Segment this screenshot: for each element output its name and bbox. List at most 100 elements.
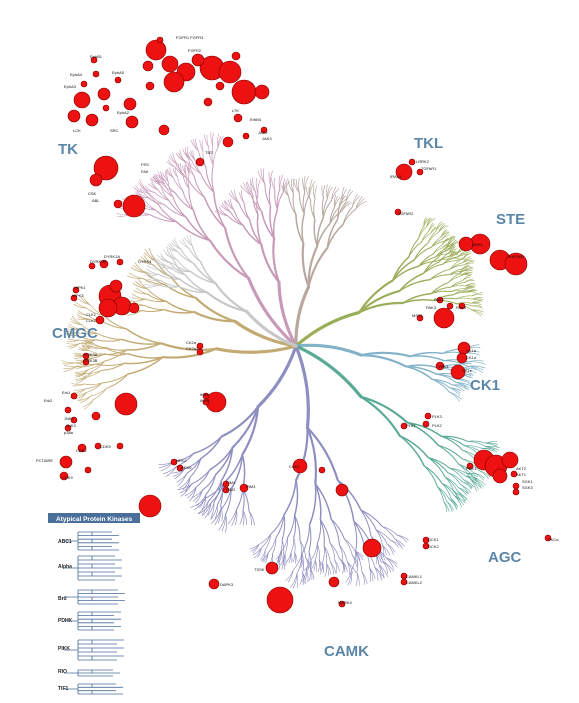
branch-camk	[353, 520, 358, 553]
branch-ste	[464, 262, 474, 266]
kinase-hit-marker	[512, 482, 520, 490]
branch-tk-2	[257, 179, 261, 195]
branch-camk	[300, 556, 302, 569]
kinase-label: PLK2	[432, 423, 443, 428]
branch-ck1	[456, 378, 472, 385]
kinase-hit-marker	[94, 442, 102, 450]
kinase-label: TIE2	[205, 150, 214, 155]
branch-tk-2	[218, 206, 229, 217]
branch-ste	[430, 240, 446, 248]
branch-ste	[398, 278, 431, 292]
branch-tkl	[351, 195, 360, 208]
branch-camk-2	[209, 446, 234, 471]
branch-cmgc	[90, 387, 108, 397]
kinase-hit-marker	[98, 298, 118, 318]
branch-tk	[211, 164, 215, 193]
kinase-hit-marker	[59, 471, 69, 481]
branch-camk	[290, 573, 298, 588]
kinase-label: SGK1	[522, 479, 533, 484]
branch-cmgc	[83, 382, 103, 385]
kinase-hit-marker	[114, 76, 122, 84]
kinase-hit-marker	[82, 358, 90, 366]
branch-ste	[423, 218, 430, 227]
kinase-label: DYRK4	[138, 259, 152, 264]
kinase-hit-marker	[145, 39, 167, 61]
group-label-agc: AGC	[488, 549, 522, 566]
kinase-hit-marker	[501, 451, 519, 469]
branch-tk	[179, 149, 185, 162]
branch-cmgc	[127, 353, 164, 359]
legend-dendrogram	[64, 555, 122, 581]
branch-cmgc	[104, 349, 128, 362]
kinase-label: NEK2	[176, 458, 187, 463]
branch-agc	[460, 484, 469, 494]
branch-cmgc	[88, 350, 106, 355]
branch-tk	[172, 177, 184, 191]
branch-other	[189, 234, 193, 247]
branch-cmgc	[68, 323, 80, 330]
kinase-label: VRK1	[438, 364, 449, 369]
branch-camk-2	[197, 500, 209, 514]
branch-tkl	[307, 246, 329, 288]
branch-tkl	[322, 199, 333, 219]
branch-tkl	[341, 202, 352, 212]
branch-camk	[305, 556, 309, 570]
branch-agc	[449, 467, 464, 481]
branch-tk	[140, 185, 151, 195]
branch-ste	[441, 234, 451, 240]
branch-cmgc	[95, 362, 125, 366]
branch-camk-2	[241, 453, 246, 490]
branch-camk	[345, 570, 352, 583]
branch-camk	[394, 538, 403, 549]
kinase-hit-marker	[328, 576, 340, 588]
kinase-hit-marker	[161, 55, 179, 73]
branch-tk	[186, 177, 205, 198]
kinase-hit-marker	[116, 258, 124, 266]
branch-tk	[195, 138, 199, 152]
kinase-label: HIPK1	[74, 285, 86, 290]
branch-cmgc	[92, 387, 108, 401]
branch-camk	[306, 426, 317, 485]
kinase-label: TGFbR2	[398, 211, 414, 216]
branch-cmgc-2	[137, 277, 148, 290]
kinase-hit-marker	[222, 486, 230, 494]
branch-camk	[360, 509, 383, 527]
branch-cmgc	[82, 370, 93, 378]
branch-camk-2	[239, 509, 244, 525]
kinase-label: CHK1	[289, 464, 300, 469]
branch-tkl	[322, 185, 326, 199]
branch-ste	[449, 264, 465, 270]
branch-camk-2	[248, 510, 252, 526]
branch-tk-2	[263, 168, 266, 185]
branch-cmgc	[77, 314, 89, 320]
branch-agc	[359, 395, 409, 424]
kinase-hit-marker	[242, 132, 250, 140]
branch-tk	[192, 209, 211, 242]
branch-camk	[330, 562, 334, 575]
branch-cmgc	[121, 338, 162, 345]
kinase-label: FGFR2	[188, 48, 202, 53]
branch-tk	[182, 190, 194, 211]
kinase-label: p38a	[64, 430, 74, 435]
branch-agc	[437, 444, 463, 460]
kinase-hit-marker	[222, 136, 234, 148]
branch-camk	[299, 539, 302, 558]
legend-dendrogram	[64, 669, 120, 677]
branch-tk-2	[241, 190, 245, 204]
kinase-hit-marker	[435, 361, 445, 371]
kinase-hit-marker	[59, 455, 73, 469]
kinase-hit-marker	[92, 70, 100, 78]
branch-camk	[316, 519, 322, 545]
branch-camk	[375, 529, 383, 546]
branch-tkl	[329, 210, 343, 225]
legend-dendrograms	[64, 531, 125, 695]
branch-tk	[136, 190, 145, 199]
branch-other	[169, 249, 178, 260]
kinase-hit-marker	[170, 458, 178, 466]
branch-camk	[310, 543, 318, 561]
branch-camk	[355, 551, 358, 573]
branch-tk	[192, 149, 196, 161]
branch-camk	[270, 514, 285, 535]
group-label-ck1: CK1	[470, 377, 500, 394]
kinase-label: PAK3	[426, 305, 437, 310]
